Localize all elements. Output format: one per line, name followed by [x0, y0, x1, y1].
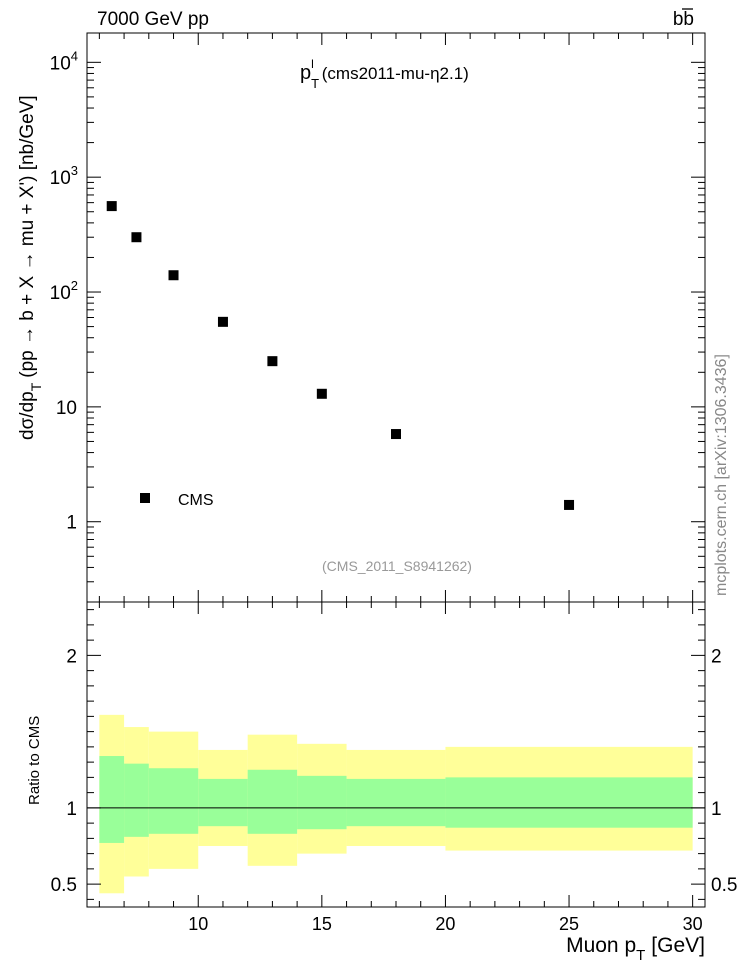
ratio-band-inner: [198, 778, 248, 827]
ratio-band-inner: [297, 775, 347, 830]
data-points: [106, 201, 575, 510]
ratio-y-tick-label-left: 0.5: [51, 875, 77, 896]
ratio-band-inner: [247, 769, 298, 834]
main-y-tick-label: 102: [50, 278, 78, 304]
xlabel-main: Muon p: [566, 934, 636, 957]
x-tick-label: 10: [188, 914, 208, 934]
ratio-y-tick-label-left: 1: [66, 799, 77, 820]
tick-base: 10: [50, 53, 71, 74]
xlabel-rest: [GeV]: [651, 934, 705, 957]
ratio-band-inner: [346, 778, 446, 827]
energy-label: 7000 GeV pp: [97, 9, 209, 30]
ratio-band-inner: [99, 756, 125, 843]
data-point: [106, 201, 117, 212]
x-tick-label: 20: [435, 914, 455, 934]
ratio-band-inner: [445, 777, 693, 828]
title-sup: l: [311, 57, 314, 71]
ratio-y-tick-label-left: 2: [66, 646, 77, 667]
x-tick-label: 25: [559, 914, 579, 934]
ratio-panel: 0.5 0.5 1 1 2 2 10 15 20 25 30 Ratio to CMS Muon …: [26, 601, 738, 964]
x-tick-label: 30: [683, 914, 703, 934]
tick-base: 10: [50, 168, 71, 189]
tick-exponent: 4: [71, 48, 78, 63]
ratio-band-inner: [124, 763, 149, 837]
main-y-tick-label: 10: [56, 398, 77, 419]
legend-label-cms: CMS: [178, 492, 214, 509]
ratio-band-inner: [148, 768, 199, 834]
x-tick-label: 15: [312, 914, 332, 934]
main-ticks: [87, 33, 705, 603]
title-text: (cms2011-mu-η2.1): [322, 64, 469, 83]
xlabel-sub: T: [636, 947, 645, 964]
tick-base: 10: [50, 283, 71, 304]
tick-exponent: 3: [71, 163, 78, 178]
data-point: [131, 232, 142, 243]
tick-exponent: 2: [71, 278, 78, 293]
main-y-tick-label: 1: [66, 513, 77, 534]
ratio-y-axis-label: Ratio to CMS: [26, 716, 43, 805]
data-point: [168, 270, 179, 281]
data-point: [391, 429, 401, 440]
ratio-y-tick-label-right: 2: [711, 646, 722, 667]
data-point: [217, 316, 228, 327]
ratio-y-tick-labels: 0.5 0.5 1 1 2 2: [51, 646, 738, 896]
x-axis-label: Muon pT [GeV]: [566, 934, 705, 964]
title-p: p: [300, 62, 311, 84]
ylabel-sub: T: [28, 382, 44, 391]
x-tick-labels: 10 15 20 25 30: [188, 914, 702, 934]
main-title: pTl (cms2011-mu-η2.1): [300, 57, 469, 91]
data-point: [267, 356, 278, 367]
ylabel-rest: (pp → b + X → mu + X') [nb/GeV]: [17, 95, 38, 377]
main-y-tick-label: 103: [50, 163, 78, 189]
ylabel-main: dσ/dp: [17, 391, 38, 440]
ratio-y-tick-label-right: 0.5: [711, 875, 737, 896]
data-point: [316, 388, 327, 399]
source-credit: mcplots.cern.ch [arXiv:1306.3436]: [713, 354, 730, 596]
legend-marker-cms: [140, 493, 150, 503]
title-sub: T: [311, 76, 319, 91]
main-y-tick-label: 104: [50, 48, 78, 74]
analysis-annotation: (CMS_2011_S8941262): [322, 558, 472, 574]
ratio-ticks: [87, 602, 705, 907]
main-y-axis-label: dσ/dpT (pp → b + X → mu + X') [nb/GeV]: [17, 95, 44, 440]
ratio-y-tick-label-right: 1: [711, 799, 722, 820]
main-frame: [86, 32, 706, 603]
ratio-bands: [99, 714, 693, 894]
process-label: bb: [673, 9, 694, 30]
data-point: [564, 499, 575, 510]
